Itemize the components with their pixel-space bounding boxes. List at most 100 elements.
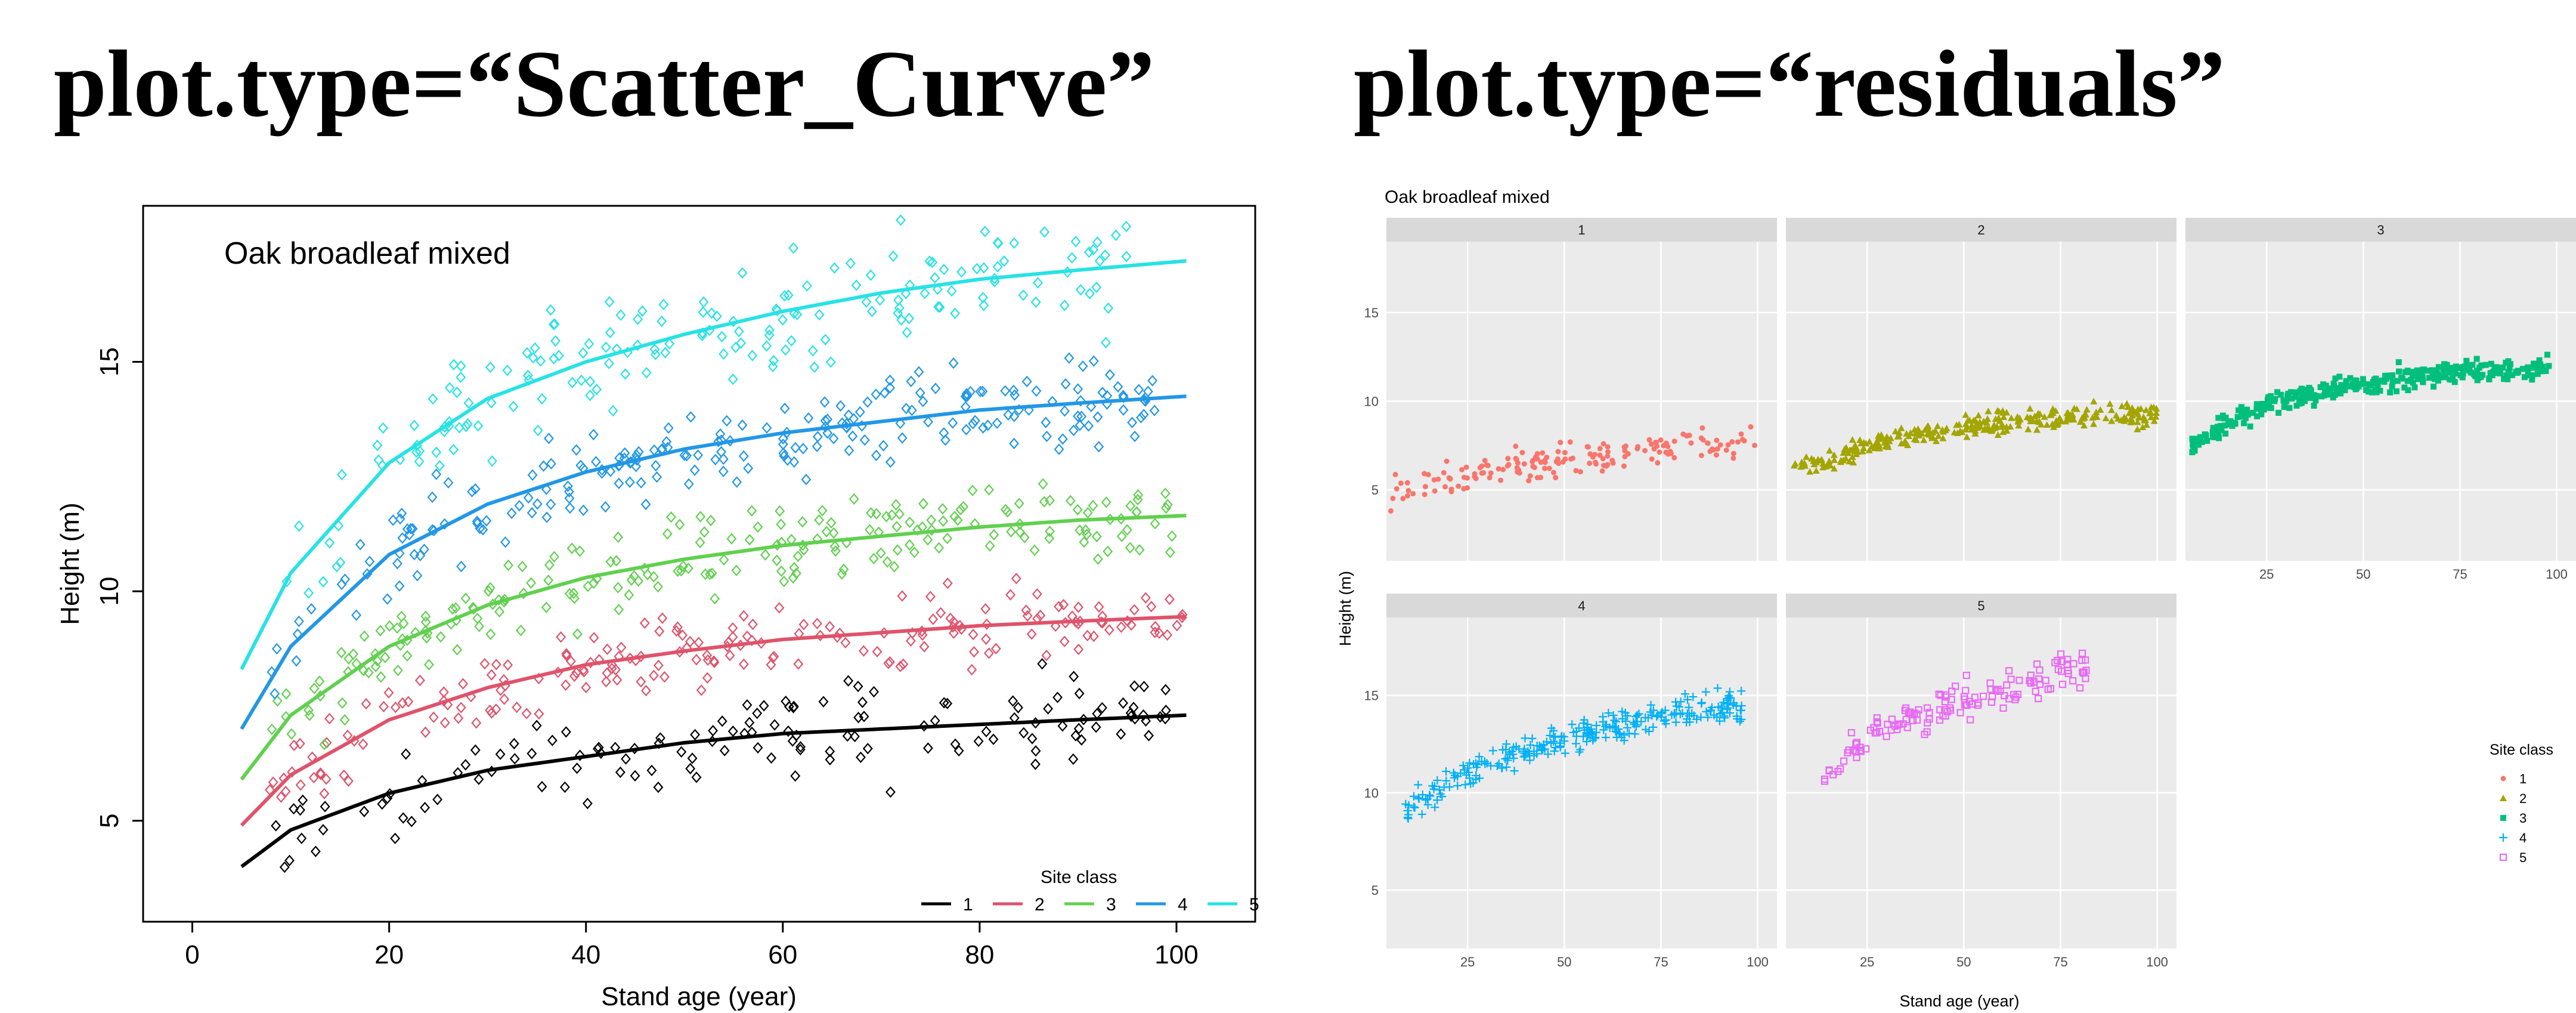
data-point [825, 745, 835, 758]
data-point [1812, 467, 1820, 474]
data-point [1612, 717, 1621, 726]
data-point [1442, 776, 1451, 785]
data-point [427, 491, 438, 504]
facet-chart-title: Oak broadleaf mixed [1385, 187, 1550, 207]
data-point [453, 712, 464, 724]
data-point [1134, 544, 1145, 556]
data-point [691, 771, 702, 783]
data-point [2404, 367, 2411, 374]
data-point [640, 684, 651, 697]
data-point [544, 559, 555, 571]
data-point [830, 545, 841, 557]
data-point [1883, 433, 1891, 440]
data-point [1097, 387, 1108, 399]
data-point [914, 366, 924, 378]
data-point [1550, 747, 1559, 756]
data-point [1018, 289, 1029, 301]
data-point [1000, 385, 1011, 397]
data-point [1961, 701, 1968, 709]
data-point [1059, 635, 1070, 647]
data-point [1039, 226, 1050, 238]
data-point [1672, 702, 1681, 711]
data-point [1526, 478, 1532, 484]
data-point [611, 555, 622, 567]
data-point [620, 368, 631, 380]
facet-strip-label: 3 [2377, 223, 2384, 237]
data-point [648, 571, 659, 583]
data-point [1623, 723, 1632, 732]
data-point [1134, 384, 1144, 396]
data-point [1625, 451, 1631, 457]
data-point [1707, 703, 1716, 712]
data-point [812, 440, 822, 452]
data-point [637, 305, 648, 317]
data-point [1953, 421, 1961, 428]
data-point [495, 748, 506, 760]
data-point [2093, 413, 2101, 420]
data-point [984, 484, 995, 496]
data-point [1032, 277, 1043, 289]
data-point [1633, 711, 1642, 720]
data-point [2227, 421, 2233, 428]
data-point [649, 343, 660, 356]
data-point [1103, 545, 1113, 557]
data-point [2451, 379, 2458, 385]
data-point [801, 474, 812, 486]
data-point [1717, 702, 1726, 711]
data-point [968, 418, 979, 430]
data-point [891, 499, 902, 511]
data-point [2083, 406, 2091, 413]
data-point [626, 574, 637, 586]
data-point [1129, 680, 1140, 692]
facet-y-axis-label: Height (m) [1336, 571, 1354, 646]
data-point [2369, 389, 2376, 396]
data-point [575, 749, 586, 761]
data-point [379, 700, 389, 713]
data-point [1538, 459, 1544, 465]
data-point [730, 341, 741, 353]
data-point [922, 742, 933, 754]
data-point [506, 507, 517, 520]
x-tick-label: 75 [2053, 955, 2067, 969]
data-point [585, 656, 596, 669]
data-point [2056, 415, 2064, 422]
data-point [1009, 237, 1020, 249]
data-point [1947, 706, 1955, 714]
data-point [904, 313, 915, 325]
data-point [398, 812, 408, 824]
data-point [2450, 374, 2456, 381]
data-point [2525, 368, 2531, 375]
data-point [922, 534, 933, 546]
data-point [571, 667, 582, 679]
data-point [1002, 506, 1013, 518]
data-point [1884, 721, 1891, 728]
data-point [584, 338, 595, 350]
data-point [2500, 795, 2507, 801]
data-point [384, 620, 395, 632]
data-point [752, 708, 763, 719]
data-point [2438, 374, 2445, 381]
data-point [1038, 478, 1048, 490]
x-tick-label: 60 [768, 940, 797, 969]
data-point [456, 371, 466, 384]
data-point [2444, 369, 2451, 376]
data-point [719, 745, 730, 756]
legend-label-site-2: 2 [1035, 895, 1045, 915]
data-point [572, 628, 583, 640]
data-point [1031, 385, 1042, 397]
data-point [2134, 418, 2141, 425]
data-point [1162, 499, 1173, 511]
data-point [2189, 436, 2196, 442]
data-point [743, 462, 754, 474]
data-point [565, 655, 576, 668]
data-point [1526, 740, 1535, 749]
data-point [2504, 376, 2511, 382]
data-point [2125, 409, 2133, 416]
data-point [967, 484, 978, 496]
data-point [478, 524, 488, 536]
data-point [336, 578, 347, 591]
data-point [2134, 410, 2142, 417]
data-point [1075, 395, 1086, 407]
data-point [658, 298, 669, 311]
data-point [842, 730, 853, 742]
